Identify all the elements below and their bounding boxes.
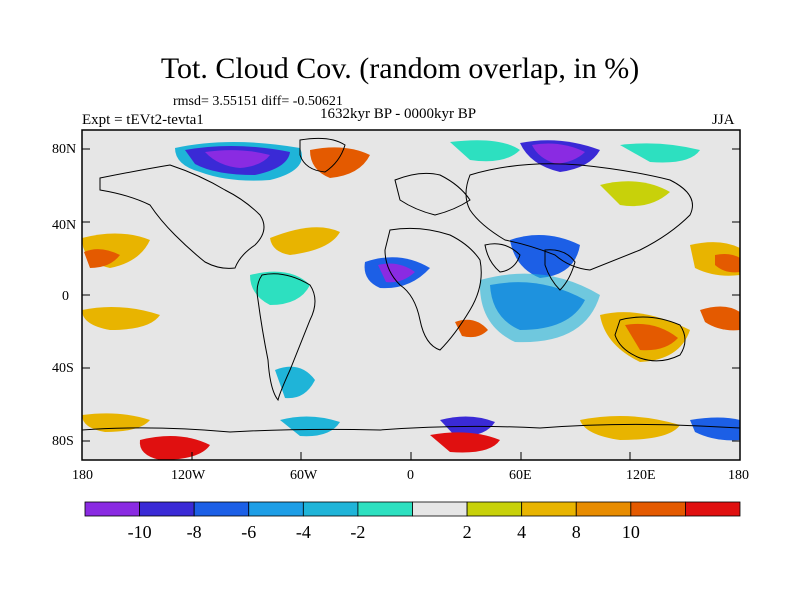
south-america-coastline <box>256 273 316 402</box>
colorbar-label-1: -8 <box>187 522 202 542</box>
colorbar-swatch-4 <box>302 501 359 517</box>
colorbar-label-2: -6 <box>241 522 256 542</box>
south-pacific-positive-region <box>82 306 160 330</box>
north-america-coastline <box>99 164 265 269</box>
east-pacific-core-region <box>715 254 740 273</box>
colorbar-swatch-2 <box>193 501 250 517</box>
colorbar-swatch-0 <box>84 501 140 517</box>
x-axis-ticks <box>81 452 741 460</box>
australia-core-region <box>625 323 678 351</box>
madagascar-positive-region <box>455 319 488 338</box>
colorbar-swatch-9 <box>575 501 632 517</box>
arctic-blue-region <box>450 140 520 162</box>
colorbar-swatch-8 <box>521 501 577 517</box>
y-tick-label-0: 0 <box>62 289 69 304</box>
arabia-coastline <box>484 243 521 273</box>
colorbar-label-3: -4 <box>296 522 311 542</box>
india-coastline <box>544 249 576 291</box>
period-label: 1632kyr BP - 0000kyr BP <box>320 106 477 122</box>
map-background <box>82 130 740 460</box>
x-tick-label-180e: 180 <box>728 468 749 483</box>
colorbar-swatch-1 <box>139 501 195 517</box>
x-tick-label-60w: 60W <box>290 468 318 483</box>
asia-coastline <box>465 163 693 271</box>
colorbar: -10 -8 -6 -4 -2 2 4 8 10 <box>84 501 741 542</box>
colorbar-swatch-5 <box>357 501 413 517</box>
antarctica-coastline <box>81 423 741 433</box>
greenland-core-negative-region <box>205 150 270 168</box>
x-tick-label-0: 0 <box>407 468 414 483</box>
map-title: Tot. Cloud Cov. (random overlap, in %) <box>160 52 640 85</box>
greenland-coastline <box>299 137 346 173</box>
x-tick-label-180w: 180 <box>72 468 93 483</box>
y-tick-label-80s: 80S <box>52 434 74 449</box>
central-asia-positive-region <box>600 181 670 207</box>
africa-coastline <box>384 227 482 351</box>
colorbar-swatch-7 <box>466 501 523 517</box>
north-atlantic-midlat-positive-region <box>270 227 340 255</box>
experiment-label: Expt = tEVt2-tevta1 <box>82 112 204 128</box>
x-tick-label-120w: 120W <box>171 468 206 483</box>
x-tick-label-60e: 60E <box>509 468 532 483</box>
arctic-east-region <box>620 143 700 163</box>
colorbar-label-0: -10 <box>128 522 152 542</box>
southern-ocean-positive-region-2 <box>82 413 150 432</box>
colorbar-swatch-11 <box>685 501 741 517</box>
sahel-core-negative-region <box>378 263 415 283</box>
se-pacific-positive-region <box>700 306 740 331</box>
colorbar-label-5: 2 <box>463 522 472 542</box>
season-label: JJA <box>712 112 735 128</box>
y-tick-label-80n: 80N <box>52 142 77 157</box>
north-pacific-core-region <box>84 249 120 268</box>
colorbar-swatch-6 <box>412 501 468 517</box>
southern-ocean-positive-region-4 <box>580 416 680 440</box>
indian-ocean-surrounding-region <box>479 273 600 343</box>
y-tick-label-40s: 40S <box>52 361 74 376</box>
australia-coastline <box>614 316 686 362</box>
colorbar-label-4: -2 <box>350 522 365 542</box>
south-america-blue-region <box>275 366 315 399</box>
colorbar-label-8: 10 <box>622 522 640 542</box>
southern-ocean-negative-region-3 <box>690 417 740 441</box>
y-tick-label-40n: 40N <box>52 218 77 233</box>
colorbar-swatch-3 <box>248 501 304 517</box>
southern-ocean-positive-region-3 <box>430 432 500 453</box>
coastlines <box>81 137 741 433</box>
colorbar-label-7: 8 <box>572 522 581 542</box>
southern-ocean-negative-region-2 <box>280 416 340 437</box>
europe-coastline <box>394 172 471 216</box>
x-tick-label-120e: 120E <box>626 468 656 483</box>
siberia-core-negative-region <box>532 143 585 164</box>
y-axis-ticks <box>82 148 740 442</box>
statistics-label: rmsd= 3.55151 diff= -0.50621 <box>173 94 343 109</box>
colorbar-swatch-10 <box>630 501 686 517</box>
colorbar-label-6: 4 <box>517 522 526 542</box>
north-atlantic-positive-region <box>310 147 370 178</box>
amazon-negative-region <box>250 271 310 305</box>
